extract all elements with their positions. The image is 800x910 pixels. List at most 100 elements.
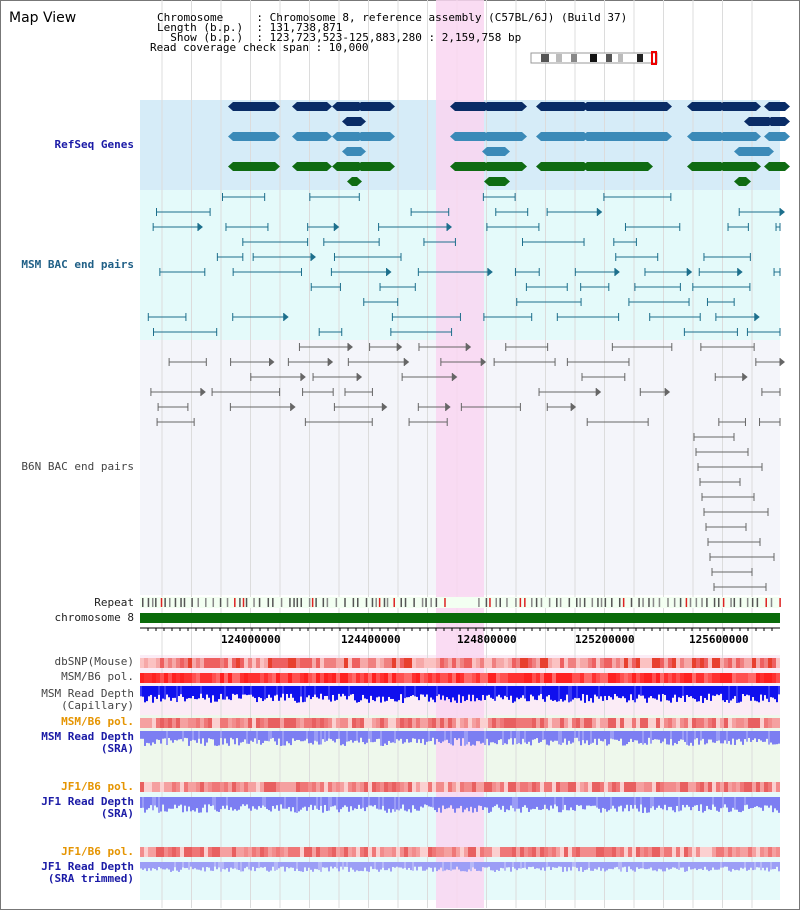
depth-bar <box>702 862 704 870</box>
heat-cell <box>624 673 628 683</box>
heat-cell <box>492 673 496 683</box>
heat-cell <box>396 658 400 668</box>
b6n-bac-end-pair-features[interactable] <box>150 343 785 591</box>
msm-bac-pair-arrow <box>754 313 760 321</box>
heat-cell <box>280 658 284 668</box>
depth-bar <box>348 862 350 872</box>
heat-cell <box>548 718 552 728</box>
depth-bar <box>718 686 720 696</box>
msm-bac-pair-arrow <box>597 208 603 216</box>
depth-bar <box>170 731 172 741</box>
selected-region-highlight[interactable] <box>436 0 484 908</box>
heat-cell <box>608 718 612 728</box>
depth-bar <box>638 862 640 869</box>
gene-arrow <box>450 132 455 141</box>
heat-cell <box>608 673 612 683</box>
depth-bar <box>276 797 278 806</box>
depth-bar <box>228 862 230 872</box>
heat-cell <box>228 673 232 683</box>
depth-bar <box>380 686 382 703</box>
b6n-bac-pair-arrow <box>328 358 334 366</box>
heat-cell <box>720 658 724 668</box>
heat-cell <box>332 658 336 668</box>
chromosome-bar[interactable] <box>140 613 780 623</box>
heat-cell <box>320 673 324 683</box>
depth-bar <box>462 731 464 739</box>
msm-bac-pair-arrow <box>386 268 392 276</box>
depth-bar <box>378 731 380 739</box>
heat-cell <box>348 718 352 728</box>
depth-bar <box>350 686 352 695</box>
heat-cell <box>676 658 680 668</box>
depth-bar <box>554 862 556 868</box>
depth-bar <box>722 862 724 868</box>
heat-cell <box>548 847 552 857</box>
depth-bar <box>398 731 400 741</box>
depth-bar <box>220 797 222 810</box>
heat-tracks[interactable] <box>140 658 780 872</box>
depth-bar <box>598 731 600 739</box>
depth-bar <box>618 797 620 807</box>
depth-bar <box>626 862 628 872</box>
depth-bar <box>600 686 602 697</box>
depth-bar <box>508 862 510 868</box>
heat-cell <box>296 782 300 792</box>
depth-bar <box>392 686 394 699</box>
heat-cell <box>488 782 492 792</box>
depth-bar <box>366 797 368 808</box>
depth-bar <box>486 862 488 868</box>
gene-arrow <box>648 162 653 171</box>
depth-bar <box>586 862 588 870</box>
heat-cell <box>636 673 640 683</box>
depth-bar <box>550 862 552 870</box>
heat-cell <box>164 847 168 857</box>
repeat-mark <box>183 598 186 607</box>
repeat-features[interactable] <box>142 598 781 607</box>
heat-cell <box>212 658 216 668</box>
repeat-mark <box>421 598 424 607</box>
depth-bar <box>188 686 190 699</box>
depth-bar <box>204 731 206 746</box>
repeat-mark <box>142 598 144 607</box>
depth-bar <box>370 797 372 806</box>
heat-cell <box>580 847 584 857</box>
depth-bar <box>710 731 712 740</box>
depth-bar <box>144 686 146 703</box>
gene-block <box>361 162 390 171</box>
chromosome-ideogram[interactable] <box>530 51 658 65</box>
depth-bar <box>444 686 446 701</box>
heat-cell <box>372 673 376 683</box>
depth-bar <box>490 686 492 698</box>
heat-cell <box>268 673 272 683</box>
depth-bar <box>702 686 704 703</box>
depth-bar <box>520 686 522 698</box>
depth-bar <box>264 797 266 807</box>
depth-bar <box>158 797 160 813</box>
depth-bar <box>160 862 162 869</box>
heat-cell <box>732 847 736 857</box>
heat-cell <box>164 782 168 792</box>
depth-bar <box>284 797 286 809</box>
msm-bac-end-pair-features[interactable] <box>147 193 785 336</box>
heat-cell <box>776 673 780 683</box>
depth-bar <box>424 797 426 805</box>
depth-bar <box>636 862 638 868</box>
heat-cell <box>708 847 712 857</box>
depth-bar <box>280 862 282 867</box>
depth-bar <box>572 731 574 743</box>
depth-bar <box>382 797 384 806</box>
heat-cell <box>496 847 500 857</box>
depth-bar <box>418 731 420 740</box>
depth-bar <box>446 862 448 870</box>
heat-cell <box>448 718 452 728</box>
heat-cell <box>244 847 248 857</box>
heat-cell <box>624 847 628 857</box>
refseq-gene-features[interactable] <box>228 102 790 186</box>
heat-cell <box>368 782 372 792</box>
heat-cell <box>240 718 244 728</box>
heat-cell <box>432 658 436 668</box>
depth-bar <box>584 686 586 703</box>
depth-bar <box>458 731 460 739</box>
depth-bar <box>716 686 718 695</box>
depth-bar <box>748 686 750 696</box>
